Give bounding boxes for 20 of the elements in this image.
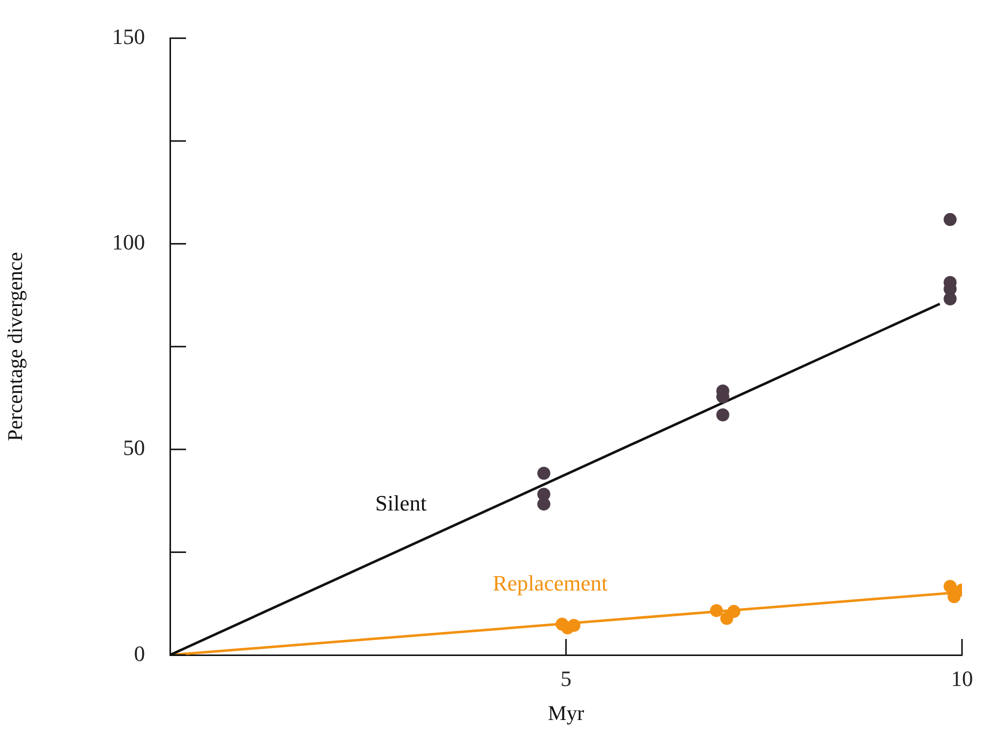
y-tick-label: 100 bbox=[112, 230, 145, 255]
point bbox=[710, 604, 723, 618]
x-tick-label: 10 bbox=[951, 666, 973, 691]
point bbox=[537, 498, 550, 511]
point bbox=[948, 590, 961, 604]
point bbox=[944, 292, 957, 306]
x-axis-title: Myr bbox=[548, 700, 584, 725]
x-tick-label: 5 bbox=[560, 666, 572, 691]
series-label: Silent bbox=[375, 490, 427, 516]
y-axis-title: Percentage divergence bbox=[3, 252, 28, 442]
y-tick-label: 50 bbox=[123, 435, 145, 460]
series-label: Replacement bbox=[492, 570, 608, 596]
point bbox=[567, 618, 580, 632]
point bbox=[944, 580, 957, 593]
point bbox=[944, 213, 957, 226]
y-tick-label: 0 bbox=[134, 640, 145, 666]
point bbox=[537, 466, 550, 480]
y-tick-label: 150 bbox=[112, 24, 145, 49]
point bbox=[716, 408, 730, 422]
point bbox=[727, 604, 740, 618]
